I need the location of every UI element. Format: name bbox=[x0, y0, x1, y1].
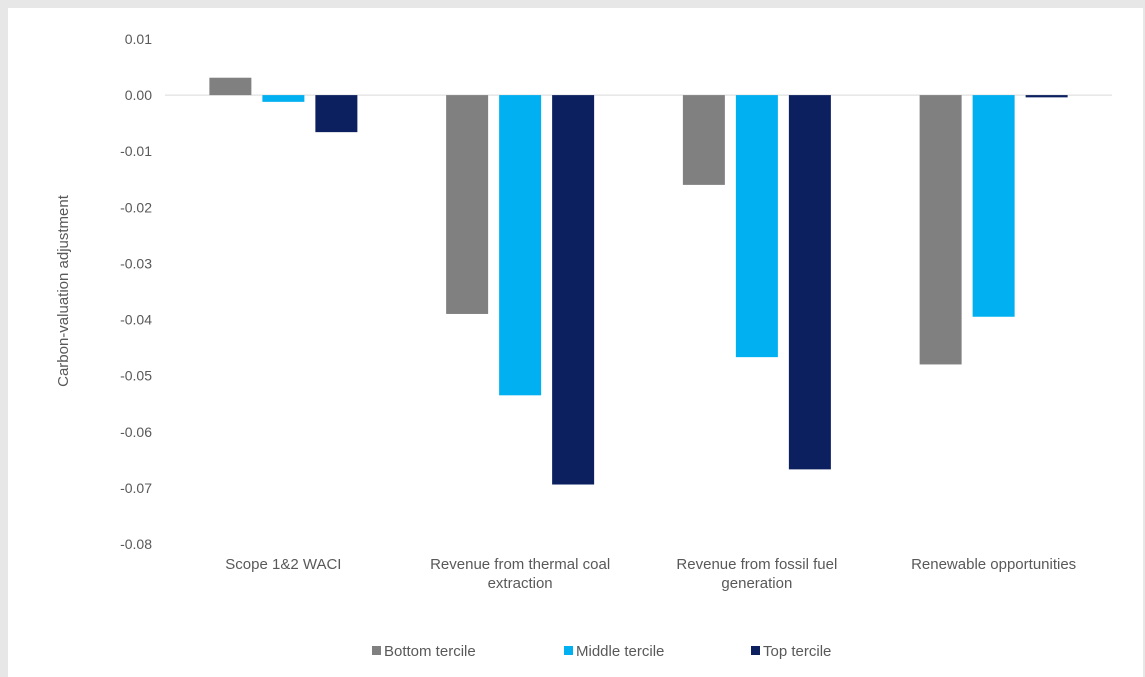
y-tick-label: 0.00 bbox=[125, 87, 152, 103]
bar-top-tercile bbox=[1025, 95, 1068, 98]
bar-top-tercile bbox=[788, 95, 831, 470]
legend-swatch bbox=[564, 646, 573, 655]
category-label: Revenue from fossil fuel generation bbox=[676, 556, 837, 592]
y-tick-label: -0.06 bbox=[120, 424, 152, 440]
y-tick-label: -0.02 bbox=[120, 199, 152, 215]
legend-label: Top tercile bbox=[763, 643, 831, 660]
category-label: Scope 1&2 WACI bbox=[225, 556, 341, 573]
y-tick-label: -0.07 bbox=[120, 480, 152, 496]
category-labels: Scope 1&2 WACI Revenue from thermal coal e… bbox=[225, 556, 1076, 592]
y-tick-label: -0.08 bbox=[120, 536, 152, 552]
y-tick-label: -0.01 bbox=[120, 143, 152, 159]
bar-middle-tercile bbox=[972, 95, 1015, 317]
y-tick-label: -0.05 bbox=[120, 368, 152, 384]
legend-swatch bbox=[751, 646, 760, 655]
legend: Bottom tercile Middle tercile Top tercile bbox=[372, 643, 831, 660]
y-tick-label: -0.03 bbox=[120, 255, 152, 271]
y-axis-ticks: 0.01 0.00 -0.01 -0.02 -0.03 -0.04 -0.05 -0.06 -0… bbox=[120, 31, 152, 552]
bar-bottom-tercile bbox=[446, 95, 489, 314]
bar-bottom-tercile bbox=[919, 95, 962, 365]
y-axis-title: Carbon-valuation adjustment bbox=[55, 194, 72, 387]
bar-top-tercile bbox=[552, 95, 595, 485]
category-label: Renewable opportunities bbox=[911, 556, 1076, 573]
bars bbox=[209, 77, 1068, 485]
bar-middle-tercile bbox=[499, 95, 542, 396]
bar-middle-tercile bbox=[262, 95, 305, 102]
category-label: Revenue from thermal coal extraction bbox=[430, 556, 610, 592]
y-tick-label: 0.01 bbox=[125, 31, 152, 47]
bar-bottom-tercile bbox=[209, 77, 252, 96]
legend-label: Middle tercile bbox=[576, 643, 664, 660]
legend-label: Bottom tercile bbox=[384, 643, 476, 660]
legend-swatch bbox=[372, 646, 381, 655]
bar-top-tercile bbox=[315, 95, 358, 133]
bar-bottom-tercile bbox=[682, 95, 725, 185]
y-axis-title-group: Carbon-valuation adjustment bbox=[55, 194, 72, 387]
y-tick-label: -0.04 bbox=[120, 312, 152, 328]
bar-middle-tercile bbox=[735, 95, 778, 358]
